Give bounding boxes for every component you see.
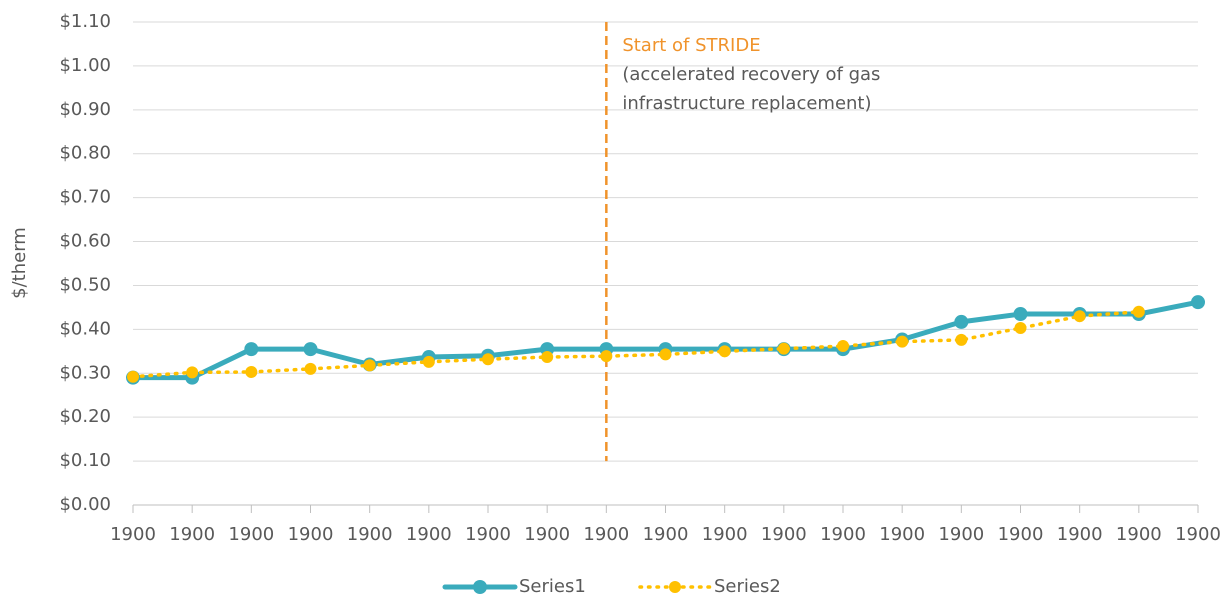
legend-marker — [669, 581, 681, 593]
x-tick-label: 1900 — [643, 524, 689, 545]
y-tick-label: $1.10 — [59, 11, 111, 32]
legend-marker — [473, 580, 487, 594]
series-point — [1014, 322, 1027, 335]
series-point — [718, 345, 731, 358]
series-point — [600, 350, 613, 363]
series-point — [954, 314, 969, 329]
x-tick-label: 1900 — [583, 524, 629, 545]
annotation-text: infrastructure replacement) — [622, 93, 871, 114]
x-tick-label: 1900 — [465, 524, 511, 545]
x-tick-label: 1900 — [288, 524, 334, 545]
y-tick-label: $0.00 — [59, 494, 111, 515]
x-tick-label: 1900 — [938, 524, 984, 545]
y-tick-label: $0.30 — [59, 362, 111, 383]
annotation-title: Start of STRIDE — [622, 35, 760, 56]
series-point — [777, 342, 790, 355]
x-tick-label: 1900 — [110, 524, 156, 545]
x-tick-label: 1900 — [879, 524, 925, 545]
series-point — [482, 353, 494, 366]
x-tick-label: 1900 — [761, 524, 807, 545]
series-point — [186, 366, 199, 379]
series-point — [896, 335, 909, 348]
series-point — [1132, 305, 1145, 318]
series-line — [131, 310, 1141, 379]
y-tick-label: $0.60 — [59, 231, 111, 252]
series-point — [955, 333, 968, 346]
x-tick-label: 1900 — [998, 524, 1044, 545]
series-point — [127, 370, 139, 383]
y-tick-label: $0.20 — [59, 406, 111, 427]
series-point — [304, 362, 317, 375]
x-tick-label: 1900 — [228, 524, 274, 545]
series-point — [422, 355, 435, 368]
y-tick-label: $0.90 — [59, 99, 111, 120]
series-point — [303, 342, 318, 357]
legend-label: Series2 — [714, 576, 781, 597]
series-point — [1013, 306, 1028, 321]
x-tick-label: 1900 — [1057, 524, 1103, 545]
y-tick-label: $0.80 — [59, 143, 111, 164]
legend-label: Series1 — [519, 576, 586, 597]
annotation-text: (accelerated recovery of gas — [622, 64, 880, 85]
x-tick-label: 1900 — [169, 524, 215, 545]
x-tick-label: 1900 — [347, 524, 393, 545]
x-tick-label: 1900 — [406, 524, 452, 545]
series-point — [244, 342, 259, 357]
y-tick-label: $0.70 — [59, 187, 111, 208]
series-point — [1073, 310, 1086, 323]
series-line — [130, 299, 1201, 381]
series-point — [837, 340, 849, 353]
x-tick-label: 1900 — [1175, 524, 1221, 545]
series-point — [541, 351, 554, 364]
series-point — [659, 348, 672, 361]
y-axis-label: $/therm — [9, 227, 30, 299]
x-tick-label: 1900 — [702, 524, 748, 545]
y-tick-label: $0.10 — [59, 450, 111, 471]
x-tick-label: 1900 — [1116, 524, 1162, 545]
series-point — [363, 359, 376, 372]
y-tick-label: $1.00 — [59, 55, 111, 76]
series-point — [1191, 295, 1205, 310]
x-tick-label: 1900 — [524, 524, 570, 545]
y-tick-label: $0.50 — [59, 274, 111, 295]
y-tick-label: $0.40 — [59, 318, 111, 339]
series-point — [245, 365, 258, 378]
x-tick-label: 1900 — [820, 524, 866, 545]
